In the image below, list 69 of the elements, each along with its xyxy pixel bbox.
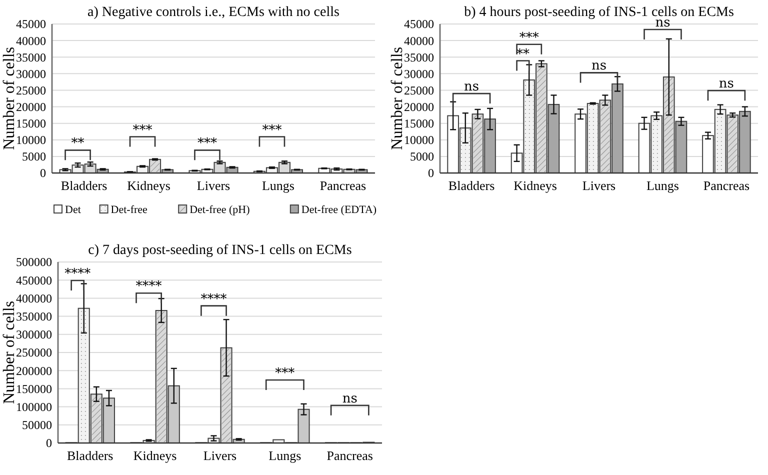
y-tick-label: 450000	[16, 273, 52, 288]
x-tick-label: Pancreas	[326, 448, 373, 463]
y-tick-label: 35000	[404, 50, 434, 64]
y-tick-label: 300000	[16, 328, 52, 342]
x-tick-label: Kidneys	[133, 448, 177, 463]
y-tick-label: 45000	[16, 17, 46, 32]
y-tick-label: 5000	[410, 150, 434, 164]
x-tick-label: Livers	[582, 178, 616, 193]
y-tick-label: 10000	[16, 133, 46, 148]
y-axis-title: Number of cells	[1, 46, 18, 150]
annotation: **	[71, 136, 85, 152]
y-tick-label: 20000	[404, 100, 434, 114]
y-tick-label: 0	[46, 436, 52, 450]
x-tick-label: Lungs	[262, 178, 294, 193]
y-tick-label: 35000	[16, 50, 46, 64]
y-tick-label: 200000	[16, 364, 52, 378]
annotation: ***	[262, 122, 282, 138]
annotation: ns	[718, 76, 734, 92]
annotation: ****	[200, 292, 228, 307]
annotation: ***	[275, 366, 296, 382]
y-tick-label: 400000	[16, 291, 52, 306]
x-tick-label: Bladders	[67, 448, 114, 463]
annotation: ***	[132, 122, 153, 138]
annotation: ****	[64, 266, 92, 282]
x-tick-label: Kidneys	[514, 178, 557, 193]
annotation: ***	[197, 136, 218, 152]
y-tick-label: 100000	[16, 400, 52, 414]
y-tick-label: 25000	[16, 83, 46, 98]
y-axis-title: Number of cells	[389, 46, 406, 150]
legend-label: Det	[65, 204, 81, 216]
annotation: ns	[342, 391, 358, 406]
annotation: ns	[591, 58, 607, 74]
y-tick-label: 250000	[16, 346, 52, 360]
y-tick-label: 0	[428, 166, 434, 180]
y-tick-label: 45000	[404, 17, 434, 32]
y-tick-label: 350000	[16, 310, 52, 324]
legend-label: Det-free (pH)	[190, 204, 250, 216]
y-tick-label: 15000	[16, 116, 46, 131]
y-tick-label: 0	[40, 166, 46, 180]
y-tick-label: 500000	[16, 255, 52, 270]
x-tick-label: Pancreas	[703, 178, 750, 193]
annotation: **	[516, 46, 530, 62]
annotation: ns	[464, 80, 480, 95]
chart-title: a) Negative controls i.e., ECMs with no cells	[88, 5, 340, 20]
annotation: ****	[136, 279, 162, 294]
y-tick-label: 40000	[404, 34, 434, 48]
y-axis-title: Number of cells	[1, 300, 18, 404]
y-tick-label: 10000	[404, 133, 434, 148]
x-tick-label: Livers	[196, 178, 230, 193]
y-tick-label: 150000	[16, 382, 52, 396]
y-tick-label: 30000	[404, 66, 434, 81]
x-tick-label: Lungs	[268, 448, 302, 463]
legend-label: Det-free	[110, 204, 148, 216]
x-tick-label: Bladders	[448, 178, 495, 193]
y-tick-label: 50000	[22, 418, 52, 432]
y-tick-label: 5000	[22, 150, 46, 164]
x-tick-label: Bladders	[60, 178, 108, 193]
y-tick-label: 40000	[16, 34, 46, 48]
y-tick-label: 20000	[16, 100, 46, 114]
x-tick-label: Pancreas	[320, 178, 366, 193]
x-tick-label: Kidneys	[127, 178, 170, 193]
y-tick-label: 25000	[404, 83, 434, 98]
legend-label: Det-free (EDTA)	[301, 204, 377, 216]
y-tick-label: 15000	[404, 116, 434, 131]
annotation: ***	[519, 30, 540, 46]
y-tick-label: 30000	[16, 66, 46, 81]
x-tick-label: Livers	[203, 448, 237, 463]
x-tick-label: Lungs	[646, 178, 679, 193]
chart-title: c) 7 days post-seeding of INS-1 cells on ECMs	[88, 243, 352, 258]
